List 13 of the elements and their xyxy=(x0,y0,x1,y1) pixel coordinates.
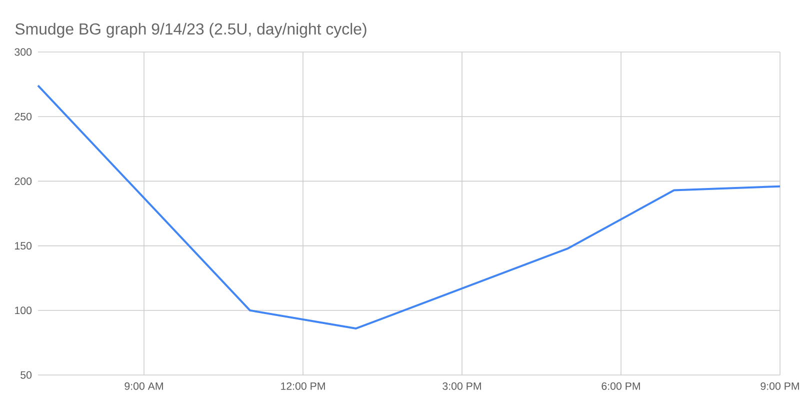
y-tick-label: 250 xyxy=(14,112,32,120)
line-series xyxy=(37,84,782,330)
x-tick-label: 12:00 PM xyxy=(281,382,325,390)
x-tick-label: 9:00 AM xyxy=(124,382,163,390)
y-tick-label: 50 xyxy=(20,371,32,379)
x-tick-label: 3:00 PM xyxy=(442,382,481,390)
y-tick-label: 150 xyxy=(15,242,32,250)
y-tick-label: 100 xyxy=(15,306,32,314)
x-tick-label: 9:00 PM xyxy=(760,382,799,390)
chart-title: Smudge BG graph 9/14/23 (2.5U, day/night cycle) xyxy=(15,22,366,38)
x-tick-label: 6:00 PM xyxy=(602,382,640,390)
y-tick-label: 200 xyxy=(14,177,32,185)
y-tick-label: 300 xyxy=(14,48,32,56)
